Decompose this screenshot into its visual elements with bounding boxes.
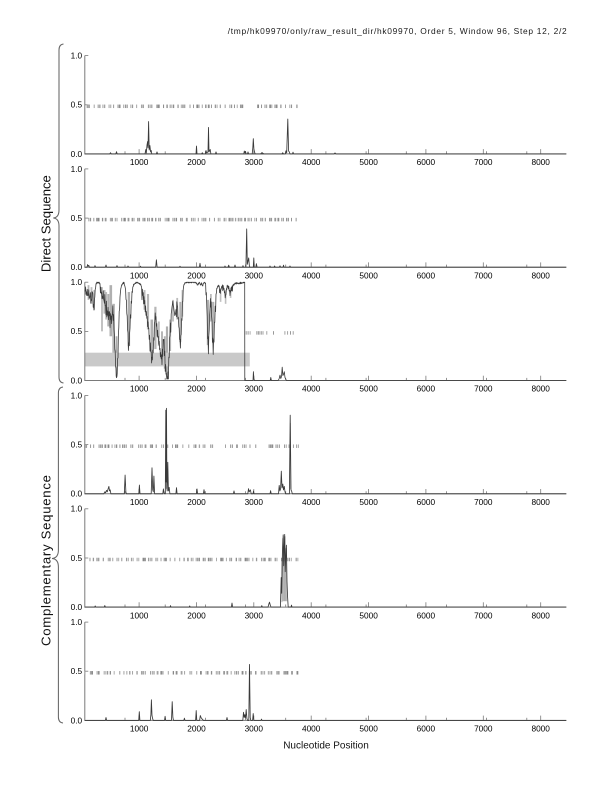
svg-text:0.0: 0.0: [71, 375, 83, 385]
svg-text:7000: 7000: [474, 157, 493, 167]
svg-text:1.0: 1.0: [71, 51, 83, 61]
svg-text:8000: 8000: [531, 157, 550, 167]
svg-text:Complementary Sequence: Complementary Sequence: [39, 475, 54, 646]
svg-text:7000: 7000: [474, 384, 493, 394]
svg-text:4000: 4000: [302, 724, 321, 734]
svg-text:8000: 8000: [531, 610, 550, 620]
svg-text:Nucleotide Position: Nucleotide Position: [283, 741, 369, 752]
svg-text:0.5: 0.5: [71, 440, 83, 450]
svg-text:2000: 2000: [187, 384, 206, 394]
svg-text:5000: 5000: [359, 610, 378, 620]
svg-text:1.0: 1.0: [71, 390, 83, 400]
svg-text:0.5: 0.5: [71, 553, 83, 563]
svg-text:8000: 8000: [531, 384, 550, 394]
svg-text:0.5: 0.5: [71, 666, 83, 676]
svg-text:8000: 8000: [531, 497, 550, 507]
svg-text:5000: 5000: [359, 497, 378, 507]
svg-text:/tmp/hk09970/only/raw_result_d: /tmp/hk09970/only/raw_result_dir/hk09970…: [228, 26, 567, 36]
svg-text:8000: 8000: [531, 270, 550, 280]
svg-text:5000: 5000: [359, 724, 378, 734]
svg-text:2000: 2000: [187, 724, 206, 734]
svg-text:0.0: 0.0: [71, 149, 83, 159]
svg-text:1000: 1000: [130, 157, 149, 167]
svg-text:0.0: 0.0: [71, 489, 83, 499]
svg-text:2000: 2000: [187, 157, 206, 167]
svg-text:1000: 1000: [130, 384, 149, 394]
svg-text:1000: 1000: [130, 724, 149, 734]
svg-text:4000: 4000: [302, 497, 321, 507]
svg-text:7000: 7000: [474, 270, 493, 280]
svg-text:7000: 7000: [474, 497, 493, 507]
svg-text:1.0: 1.0: [71, 617, 83, 627]
svg-text:3000: 3000: [245, 610, 264, 620]
svg-text:4000: 4000: [302, 610, 321, 620]
svg-text:0.0: 0.0: [71, 602, 83, 612]
svg-text:4000: 4000: [302, 270, 321, 280]
svg-text:1.0: 1.0: [71, 277, 83, 287]
svg-text:2000: 2000: [187, 610, 206, 620]
svg-text:4000: 4000: [302, 157, 321, 167]
svg-text:5000: 5000: [359, 384, 378, 394]
svg-text:0.5: 0.5: [71, 326, 83, 336]
svg-text:2000: 2000: [187, 270, 206, 280]
svg-text:4000: 4000: [302, 384, 321, 394]
svg-text:3000: 3000: [245, 724, 264, 734]
svg-text:1000: 1000: [130, 610, 149, 620]
svg-text:6000: 6000: [417, 497, 436, 507]
svg-text:3000: 3000: [245, 497, 264, 507]
svg-text:7000: 7000: [474, 610, 493, 620]
svg-text:3000: 3000: [245, 270, 264, 280]
svg-text:0.0: 0.0: [71, 262, 83, 272]
svg-text:1000: 1000: [130, 497, 149, 507]
svg-text:1.0: 1.0: [71, 164, 83, 174]
svg-text:6000: 6000: [417, 724, 436, 734]
svg-text:3000: 3000: [245, 157, 264, 167]
svg-text:0.5: 0.5: [71, 213, 83, 223]
svg-text:0.0: 0.0: [71, 715, 83, 725]
svg-text:8000: 8000: [531, 724, 550, 734]
svg-text:2000: 2000: [187, 497, 206, 507]
svg-text:3000: 3000: [245, 384, 264, 394]
svg-text:Direct Sequence: Direct Sequence: [39, 175, 54, 272]
svg-text:5000: 5000: [359, 270, 378, 280]
svg-text:6000: 6000: [417, 610, 436, 620]
svg-text:1000: 1000: [130, 270, 149, 280]
svg-text:1.0: 1.0: [71, 504, 83, 514]
svg-text:0.5: 0.5: [71, 100, 83, 110]
svg-text:7000: 7000: [474, 724, 493, 734]
svg-text:5000: 5000: [359, 157, 378, 167]
svg-text:6000: 6000: [417, 384, 436, 394]
svg-text:6000: 6000: [417, 270, 436, 280]
svg-text:6000: 6000: [417, 157, 436, 167]
